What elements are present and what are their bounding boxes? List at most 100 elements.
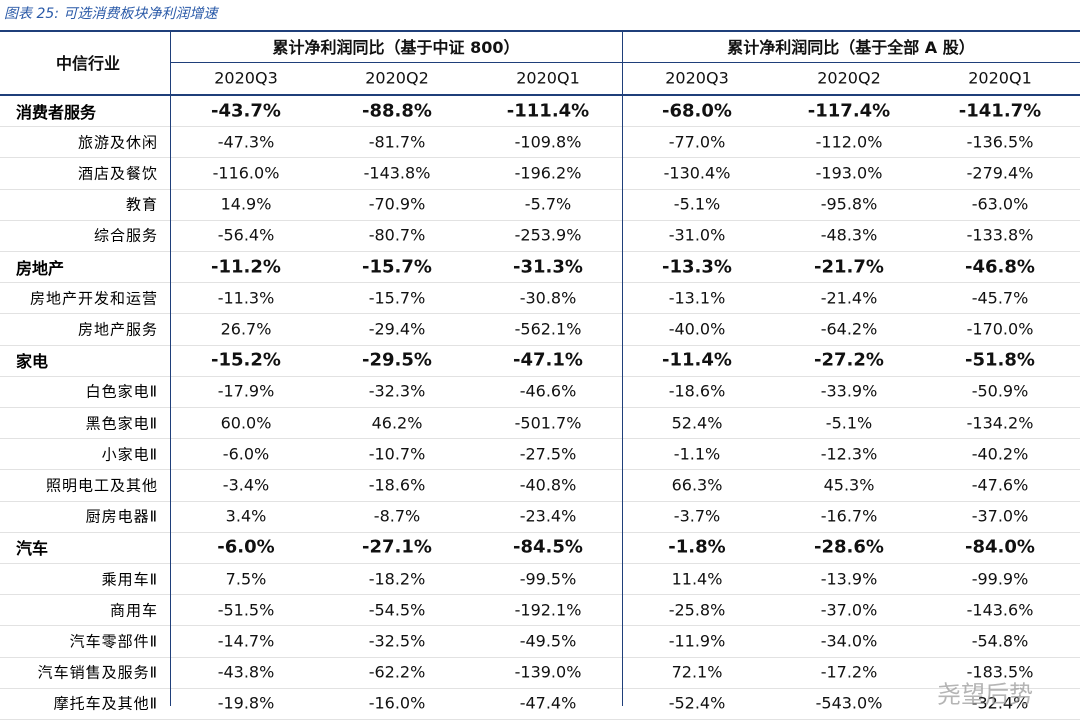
cell: -70.9% [368,194,426,214]
cell: 3.4% [225,506,267,526]
cell: -28.6% [814,536,884,558]
row-rule [0,500,1080,502]
cell: -17.2% [820,662,878,682]
cell: -62.2% [368,662,426,682]
cell: -95.8% [820,194,878,214]
cell: -109.8% [514,132,582,152]
row-rule [0,126,1080,128]
cell: -32.5% [368,631,426,651]
item-name: 房地产开发和运营 [29,289,158,308]
cell: -84.5% [513,536,583,558]
cell: -54.5% [368,600,426,620]
cell: -14.7% [217,631,275,651]
cell: -3.7% [673,506,721,526]
cell: -6.0% [222,444,270,464]
row-rule [0,251,1080,252]
row-rule [170,62,1080,63]
cell: -18.6% [368,475,426,495]
row-rule [0,344,1080,346]
cell: 72.1% [671,662,723,682]
cell: -18.6% [668,381,726,401]
caption: 图表 25: 可选消费板块净利润增速 [4,6,218,22]
cell: -47.1% [513,349,583,371]
cell: -117.4% [807,100,891,122]
cell: -19.8% [217,693,275,713]
item-name: 厨房电器Ⅱ [85,507,158,526]
cell: 60.0% [220,413,272,433]
cell: -116.0% [212,163,280,183]
item-name: 黑色家电Ⅱ [85,414,158,433]
section-name: 汽车 [16,539,49,559]
row-rule [0,313,1080,315]
cell: -77.0% [668,132,726,152]
cell: -17.9% [217,381,275,401]
column-rule [170,30,171,706]
cell: -12.3% [820,444,878,464]
cell: -40.0% [668,319,726,339]
cell: -501.7% [514,413,582,433]
cell: -34.0% [820,631,878,651]
group-header: 累计净利润同比（基于中证 800） [272,38,520,57]
cell: -134.2% [966,413,1034,433]
row-rule [0,438,1080,440]
cell: 46.2% [371,413,423,433]
cell: -31.3% [513,256,583,278]
column-header: 2020Q1 [968,68,1032,88]
cell: 45.3% [823,475,875,495]
cell: -143.6% [966,600,1034,620]
row-rule [0,531,1080,533]
cell: -3.4% [222,475,270,495]
cell: -16.0% [368,693,426,713]
cell: -13.9% [820,569,878,589]
cell: -27.2% [814,349,884,371]
cell: -1.8% [668,536,726,558]
cell: -64.2% [820,319,878,339]
item-name: 汽车零部件Ⅱ [69,632,158,651]
row-rule [0,94,1080,96]
cell: -170.0% [966,319,1034,339]
cell: -562.1% [514,319,582,339]
cell: 26.7% [220,319,272,339]
row-rule [0,407,1080,408]
cell: -88.8% [362,100,432,122]
column-rule [622,30,623,706]
cell: -13.1% [668,288,726,308]
cell: -11.9% [668,631,726,651]
row-rule [0,375,1080,377]
row-rule [0,625,1080,627]
column-header: 2020Q2 [817,68,881,88]
cell: -21.7% [814,256,884,278]
cell: -32.3% [368,381,426,401]
cell: -183.5% [966,662,1034,682]
item-name: 照明电工及其他 [45,476,158,495]
cell: -37.0% [971,506,1029,526]
cell: -5.7% [524,194,572,214]
cell: 7.5% [225,569,267,589]
cell: -21.4% [820,288,878,308]
cell: -25.8% [668,600,726,620]
cell: -10.7% [368,444,426,464]
cell: -11.2% [211,256,281,278]
cell: -29.4% [368,319,426,339]
item-name: 教育 [125,195,158,214]
cell: -43.8% [217,662,275,682]
cell: -192.1% [514,600,582,620]
cell: -47.4% [519,693,577,713]
cell: -99.5% [519,569,577,589]
cell: -6.0% [217,536,275,558]
cell: -141.7% [958,100,1042,122]
section-name: 家电 [16,352,49,372]
item-name: 乘用车Ⅱ [101,570,158,589]
cell: -1.1% [673,444,721,464]
cell: -68.0% [662,100,732,122]
row-rule [0,469,1080,471]
cell: -193.0% [815,163,883,183]
cell: -48.3% [820,225,878,245]
cell: -45.7% [971,288,1029,308]
item-name: 白色家电Ⅱ [85,382,158,401]
cell: -543.0% [815,693,883,713]
cell: -253.9% [514,225,582,245]
row-rule [0,188,1080,190]
cell: -136.5% [966,132,1034,152]
item-name: 旅游及休闲 [77,133,158,152]
